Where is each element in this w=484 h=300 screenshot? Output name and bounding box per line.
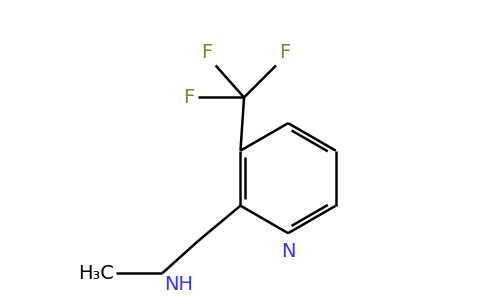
Text: F: F — [280, 43, 291, 62]
Text: N: N — [281, 242, 295, 261]
Text: NH: NH — [164, 275, 193, 294]
Text: F: F — [183, 88, 195, 107]
Text: F: F — [201, 43, 212, 62]
Text: H₃C: H₃C — [78, 264, 115, 283]
